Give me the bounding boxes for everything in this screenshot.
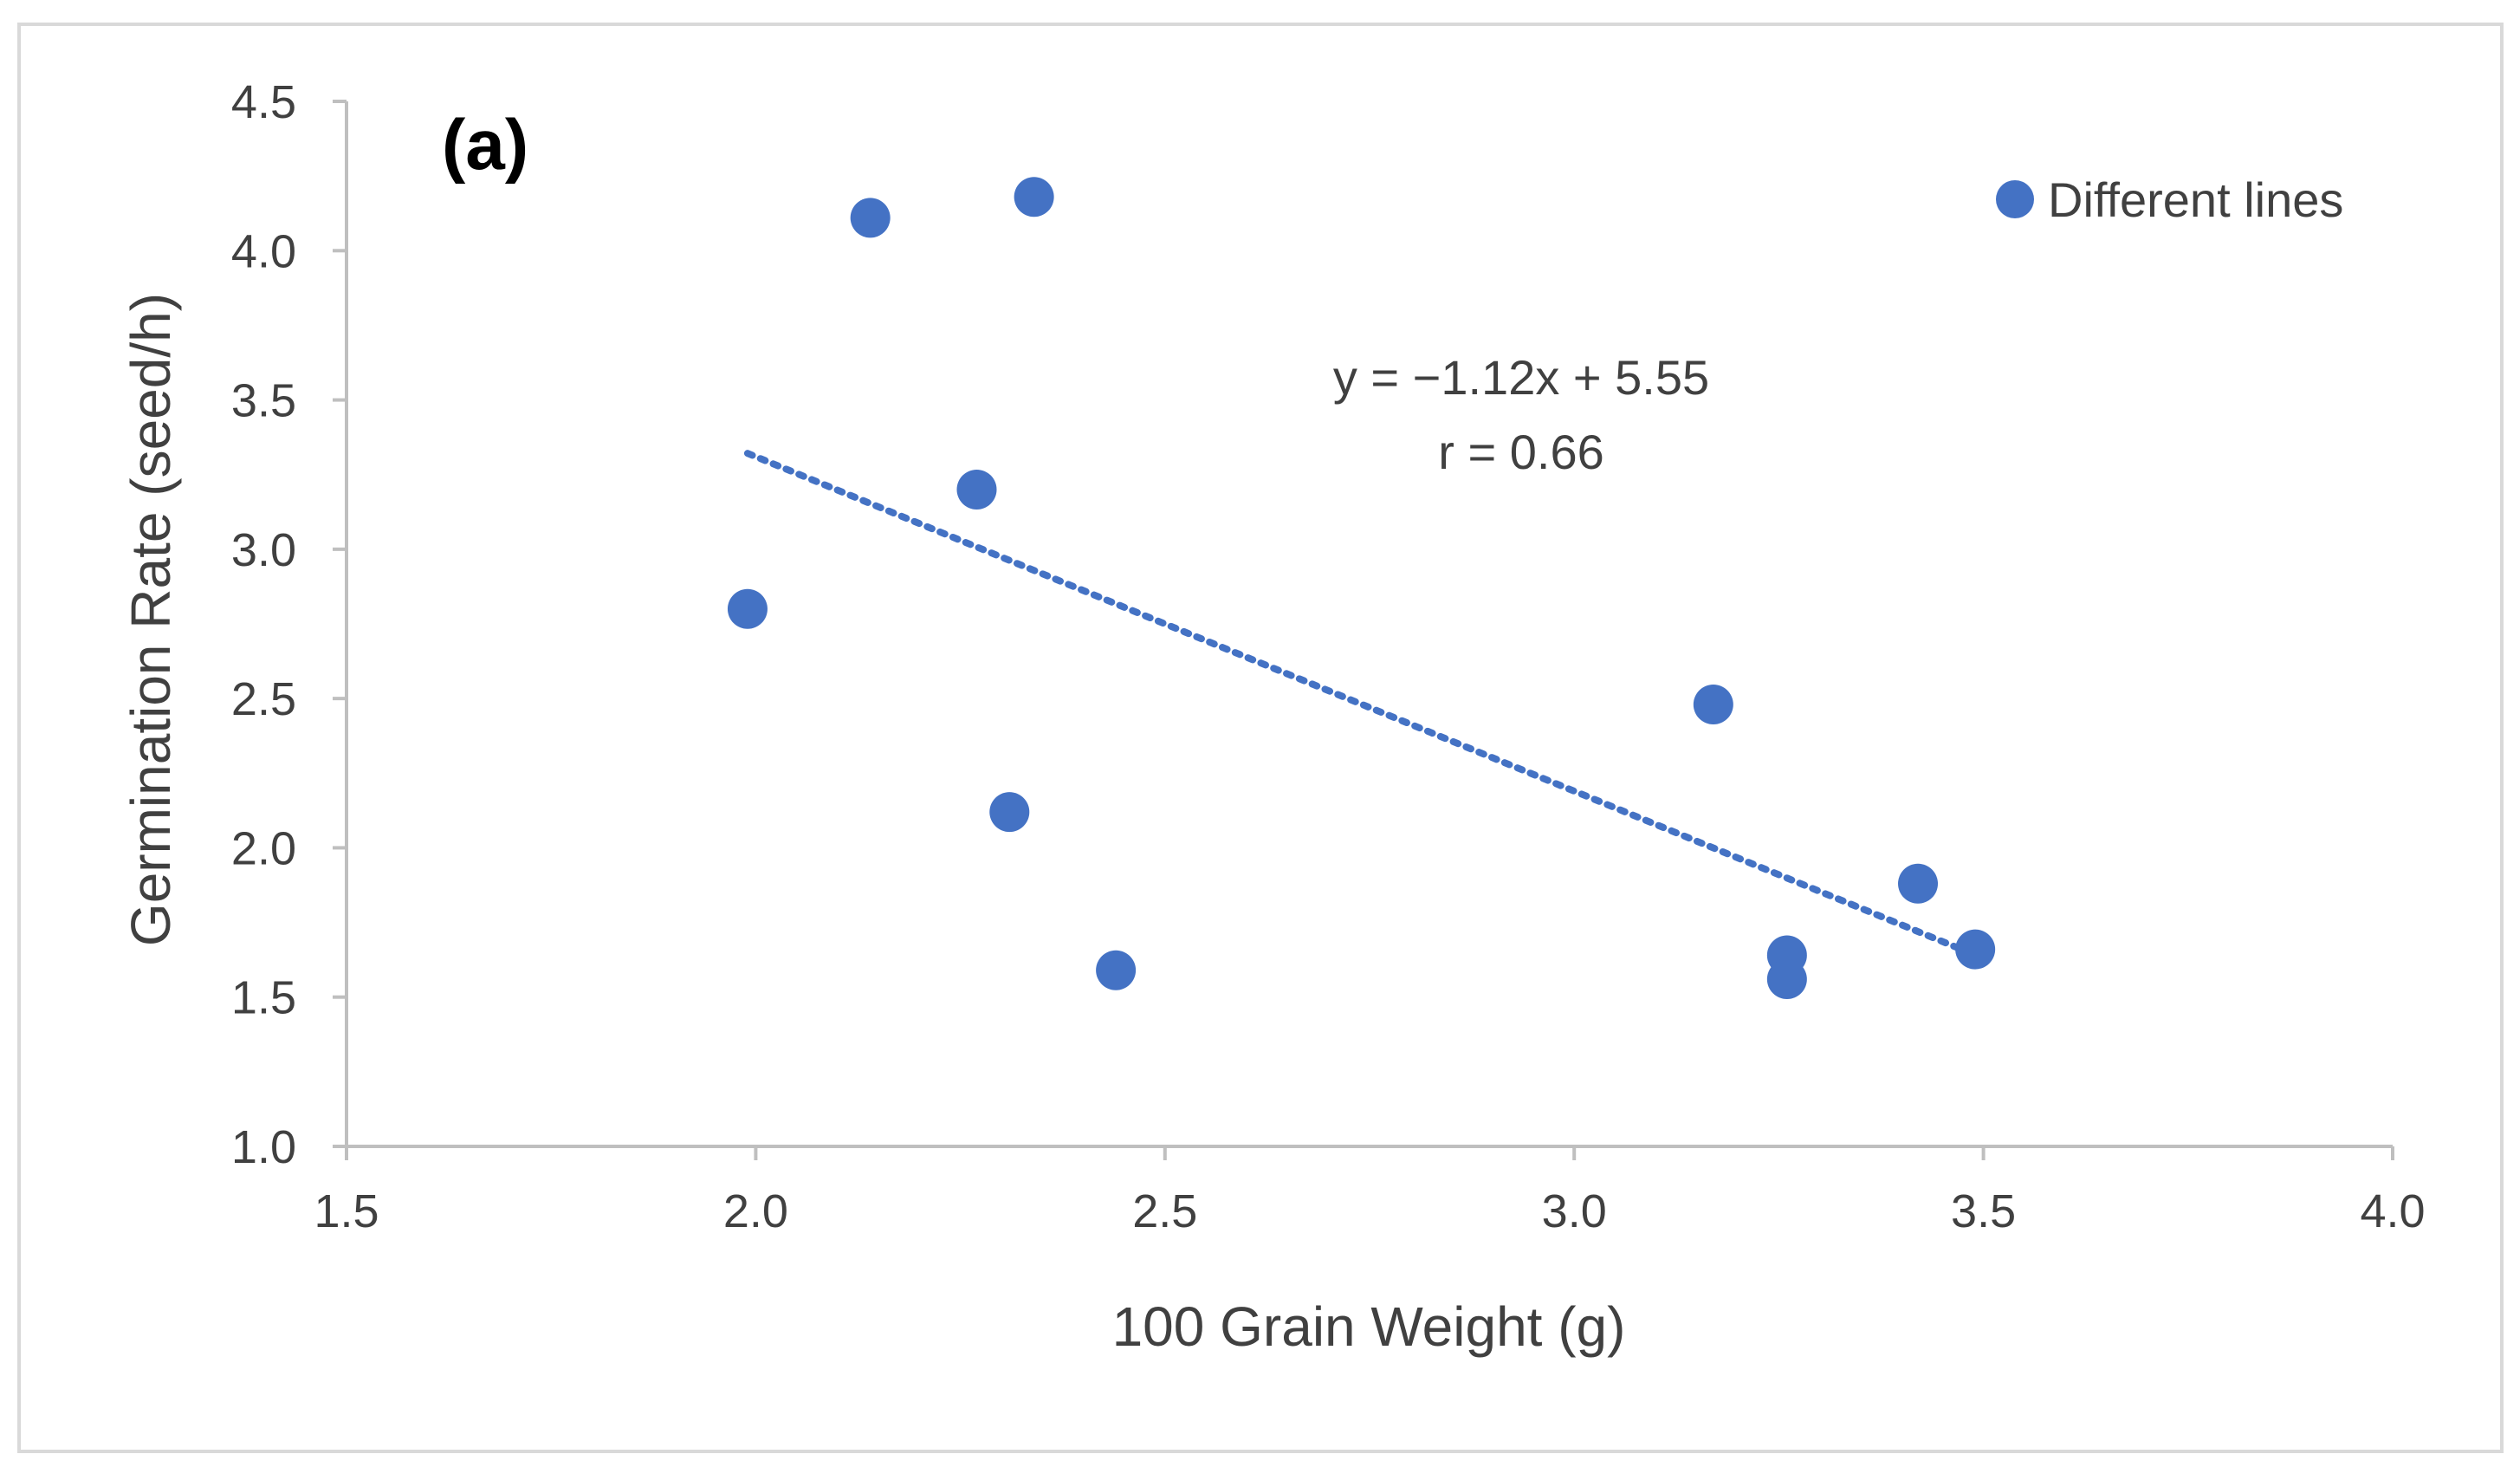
data-point <box>1096 950 1137 990</box>
data-points <box>727 177 1996 1000</box>
data-point <box>850 198 891 238</box>
axes <box>345 101 2393 1148</box>
chart-frame <box>17 23 2504 1453</box>
x-tick-label: 4.0 <box>2360 1185 2425 1237</box>
legend: Different lines <box>1996 172 2343 227</box>
y-tick-label: 3.5 <box>231 375 296 427</box>
data-point <box>1955 929 1996 970</box>
y-tick-label: 3.0 <box>231 524 296 576</box>
x-tick-label: 1.5 <box>314 1185 379 1237</box>
data-point <box>1766 959 1807 1000</box>
y-tick-label: 2.5 <box>231 673 296 725</box>
data-point <box>1898 863 1939 904</box>
x-tick-label: 2.0 <box>723 1185 788 1237</box>
panel-label: (a) <box>442 106 528 185</box>
data-point <box>956 469 997 510</box>
y-tick-label: 1.0 <box>231 1121 296 1173</box>
data-point <box>1693 685 1733 725</box>
x-axis-ticks: 1.5 2.0 2.5 3.0 3.5 4.0 <box>314 1146 2426 1237</box>
legend-label: Different lines <box>2048 172 2343 227</box>
correlation-label: r = 0.66 <box>1438 425 1603 479</box>
trendline-equation: y = −1.12x + 5.55 <box>1333 350 1709 405</box>
x-axis-title: 100 Grain Weight (g) <box>1112 1295 1626 1358</box>
data-point <box>989 792 1030 833</box>
data-point <box>1014 177 1054 217</box>
y-tick-label: 2.0 <box>231 822 296 874</box>
y-tick-label: 1.5 <box>231 972 296 1024</box>
x-tick-label: 3.5 <box>1951 1185 2016 1237</box>
trendline <box>743 450 1979 959</box>
x-tick-label: 3.0 <box>1542 1185 1607 1237</box>
trendline-group <box>743 450 1979 959</box>
y-axis-title: Germination Rate (seed/h) <box>120 293 182 946</box>
y-tick-label: 4.0 <box>231 225 296 277</box>
y-axis-ticks: 1.0 1.5 2.0 2.5 3.0 3.5 4.0 4.5 <box>231 76 347 1173</box>
legend-marker <box>1996 180 2034 218</box>
x-tick-label: 2.5 <box>1132 1185 1197 1237</box>
y-tick-label: 4.5 <box>231 76 296 128</box>
data-point <box>727 588 768 629</box>
